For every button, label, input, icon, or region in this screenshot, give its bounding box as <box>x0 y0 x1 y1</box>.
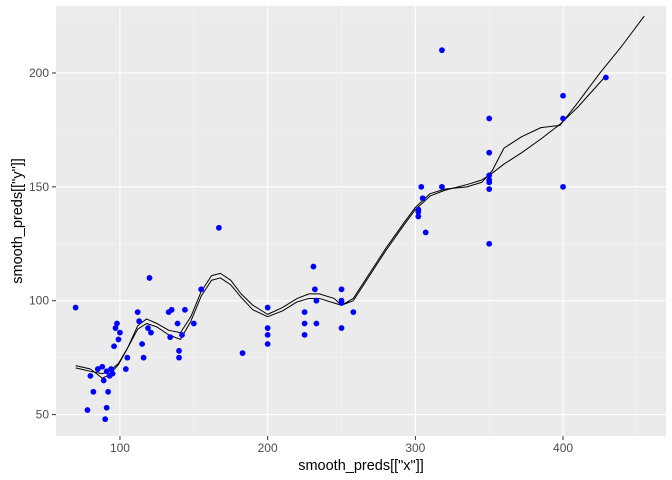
data-point <box>198 286 205 293</box>
data-point <box>415 208 422 215</box>
data-point <box>264 304 271 311</box>
data-point <box>176 347 182 354</box>
panel-background <box>56 6 666 436</box>
x-axis-title: smooth_preds[["x"]] <box>298 458 424 474</box>
data-point <box>418 183 425 190</box>
data-point <box>486 172 493 179</box>
data-point <box>313 297 320 304</box>
data-point <box>108 366 114 372</box>
y-tick-label: 150 <box>29 180 49 194</box>
data-point <box>182 306 188 313</box>
data-point <box>115 336 122 343</box>
data-point <box>103 368 110 375</box>
data-point <box>486 179 493 186</box>
data-point <box>117 329 123 336</box>
data-point <box>422 229 429 236</box>
data-point <box>486 186 493 193</box>
y-tick-label: 100 <box>29 294 49 308</box>
data-point <box>99 363 106 370</box>
data-points <box>72 47 609 423</box>
data-point <box>560 92 566 99</box>
data-point <box>148 329 154 336</box>
data-point <box>167 334 174 341</box>
data-point <box>264 331 271 338</box>
data-point <box>415 213 422 220</box>
data-point <box>90 388 97 395</box>
data-point <box>216 224 222 231</box>
y-axis-title: smooth_preds[["y"]] <box>10 158 26 284</box>
data-point <box>602 74 609 81</box>
data-point <box>338 286 345 293</box>
y-tick-label: 200 <box>29 66 49 80</box>
data-point <box>124 354 131 361</box>
grid-minor <box>56 6 666 436</box>
data-point <box>439 47 445 54</box>
data-point <box>486 240 493 247</box>
smooth-line-2 <box>75 77 605 375</box>
data-point <box>264 325 271 331</box>
data-point <box>114 320 120 327</box>
data-point <box>102 416 109 423</box>
x-axis-ticks: 100 200 300 400 <box>110 436 573 455</box>
data-point <box>560 183 566 190</box>
data-point <box>301 320 308 327</box>
data-point <box>439 183 445 190</box>
data-point <box>72 304 79 311</box>
data-point <box>350 309 357 315</box>
data-point <box>486 115 493 122</box>
data-point <box>109 370 116 377</box>
data-point <box>313 320 320 327</box>
data-point <box>103 404 110 411</box>
data-point <box>168 306 175 313</box>
data-point <box>338 297 345 304</box>
data-point <box>486 149 493 156</box>
data-point <box>264 341 271 347</box>
x-tick-label: 100 <box>110 441 130 455</box>
data-point <box>94 366 101 372</box>
x-tick-label: 200 <box>258 441 278 455</box>
data-point <box>139 341 146 347</box>
data-point <box>105 388 112 395</box>
x-tick-label: 300 <box>405 441 425 455</box>
data-point <box>146 275 153 281</box>
data-point <box>190 320 197 327</box>
data-point <box>419 195 426 202</box>
y-tick-label: 50 <box>36 408 50 422</box>
data-point <box>84 407 91 413</box>
data-point <box>87 372 94 379</box>
data-point <box>174 320 181 327</box>
smooth-lines <box>75 15 645 379</box>
data-point <box>136 318 143 325</box>
x-tick-label: 400 <box>553 441 573 455</box>
data-point <box>134 309 141 315</box>
data-point <box>301 331 308 338</box>
y-axis-ticks: 50 100 150 200 <box>29 66 56 422</box>
data-point <box>140 354 147 361</box>
smooth-line-1 <box>75 15 645 379</box>
data-point <box>560 115 566 122</box>
data-point <box>122 366 129 372</box>
data-point <box>111 343 117 350</box>
data-point <box>310 263 317 270</box>
data-point <box>312 286 318 293</box>
data-point <box>100 377 107 384</box>
data-point <box>301 309 308 315</box>
data-point <box>338 325 345 331</box>
data-point <box>145 325 151 331</box>
data-point <box>239 350 246 356</box>
data-point <box>112 325 119 331</box>
data-point <box>179 331 185 338</box>
data-point <box>176 354 182 361</box>
